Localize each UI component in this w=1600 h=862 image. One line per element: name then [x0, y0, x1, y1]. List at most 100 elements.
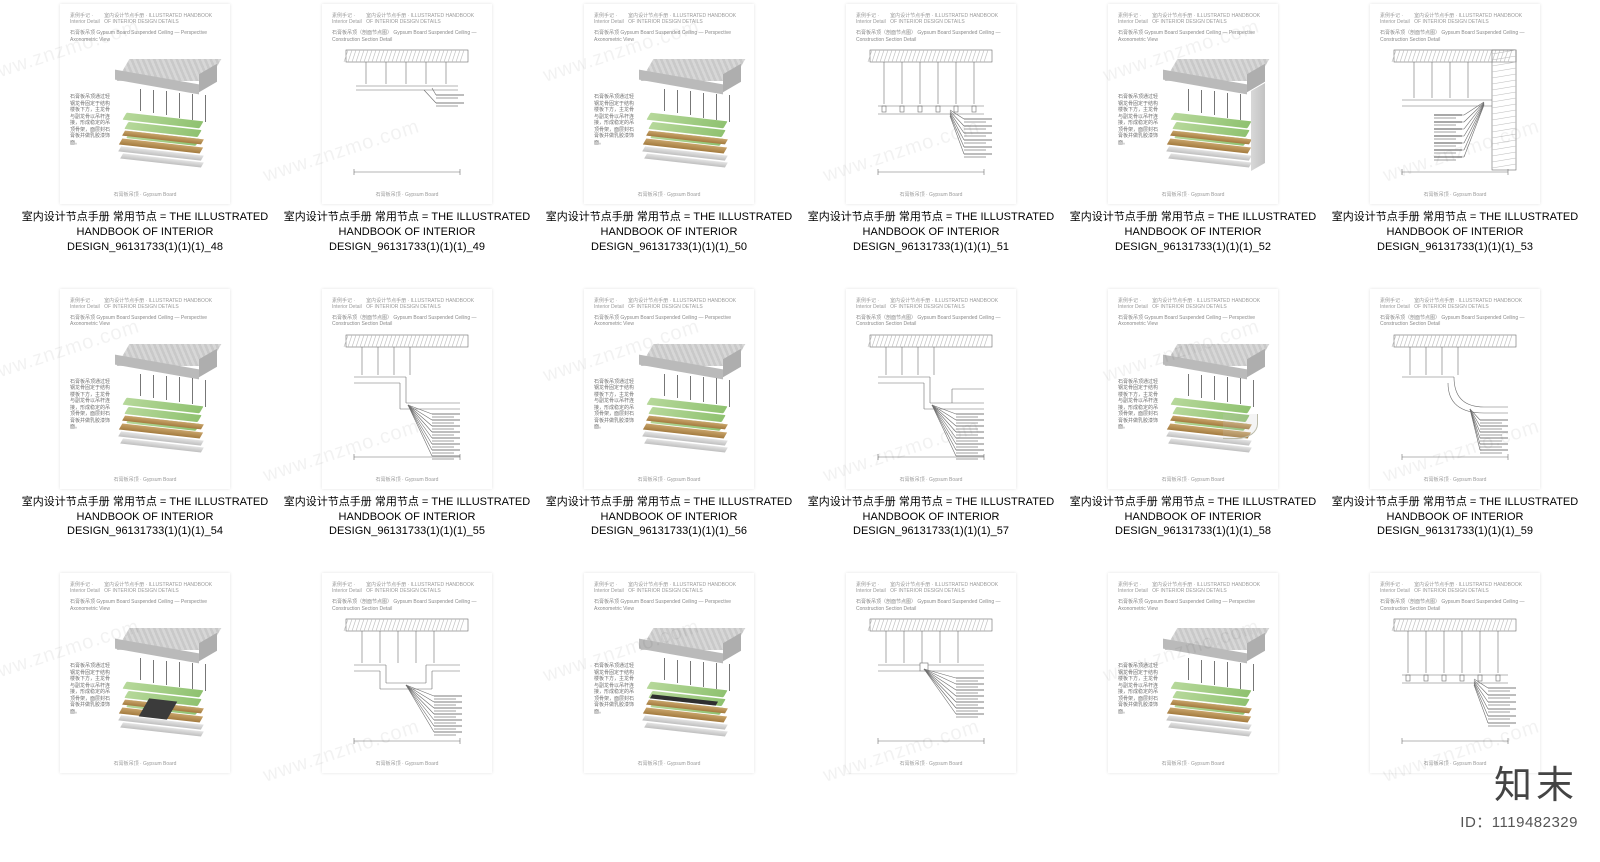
section-drawing [1384, 329, 1526, 469]
thumb-header: 素例手记 · Interior Detail室内设计节点手册 · ILLUSTR… [856, 12, 1006, 25]
thumbnail-cell[interactable]: 素例手记 · Interior Detail室内设计节点手册 · ILLUSTR… [544, 289, 794, 566]
thumb-footer: 石膏板吊顶 · Gypsum Board [1108, 191, 1278, 198]
thumb-header: 素例手记 · Interior Detail室内设计节点手册 · ILLUSTR… [594, 12, 744, 25]
thumb-subtitle: 石膏板吊顶 Gypsum Board Suspended Ceiling — P… [594, 30, 754, 43]
isometric-illustration [639, 344, 749, 464]
thumbnail-cell[interactable]: 素例手记 · Interior Detail室内设计节点手册 · ILLUSTR… [544, 573, 794, 850]
thumb-header: 素例手记 · Interior Detail室内设计节点手册 · ILLUSTR… [594, 581, 744, 594]
thumb-side-text: 石膏板吊顶通过轻钢龙骨固定于结构楼板下方，主龙骨与副龙骨以吊杆连接，形成稳定的吊… [70, 94, 112, 146]
page-thumbnail[interactable]: 素例手记 · Interior Detail室内设计节点手册 · ILLUSTR… [1370, 4, 1540, 204]
thumbnail-caption: 室内设计节点手册 常用节点 = THE ILLUSTRATED HANDBOOK… [1068, 210, 1318, 255]
thumb-subtitle: 石膏板吊顶 Gypsum Board Suspended Ceiling — P… [70, 599, 230, 612]
thumbnail-caption: 室内设计节点手册 常用节点 = THE ILLUSTRATED HANDBOOK… [282, 495, 532, 540]
thumb-header: 素例手记 · Interior Detail室内设计节点手册 · ILLUSTR… [70, 581, 220, 594]
page-thumbnail[interactable]: 素例手记 · Interior Detail室内设计节点手册 · ILLUSTR… [1108, 4, 1278, 204]
thumb-footer: 石膏板吊顶 · Gypsum Board [322, 760, 492, 767]
thumb-header: 素例手记 · Interior Detail室内设计节点手册 · ILLUSTR… [856, 297, 1006, 310]
thumbnail-caption: 室内设计节点手册 常用节点 = THE ILLUSTRATED HANDBOOK… [806, 495, 1056, 540]
thumbnail-cell[interactable]: 素例手记 · Interior Detail室内设计节点手册 · ILLUSTR… [282, 289, 532, 566]
thumb-header: 素例手记 · Interior Detail室内设计节点手册 · ILLUSTR… [1380, 297, 1530, 310]
thumb-subtitle: 石膏板吊顶 Gypsum Board Suspended Ceiling — P… [594, 599, 754, 612]
thumbnail-cell[interactable]: 素例手记 · Interior Detail室内设计节点手册 · ILLUSTR… [282, 4, 532, 281]
section-drawing [860, 613, 1002, 753]
thumb-header: 素例手记 · Interior Detail室内设计节点手册 · ILLUSTR… [332, 12, 482, 25]
thumb-subtitle: 石膏板吊顶（剖面节点图） Gypsum Board Suspended Ceil… [856, 599, 1016, 612]
section-drawing [336, 44, 478, 184]
thumbnail-cell[interactable]: 素例手记 · Interior Detail室内设计节点手册 · ILLUSTR… [20, 573, 270, 850]
thumb-header: 素例手记 · Interior Detail室内设计节点手册 · ILLUSTR… [332, 297, 482, 310]
thumb-header: 素例手记 · Interior Detail室内设计节点手册 · ILLUSTR… [332, 581, 482, 594]
thumb-side-text: 石膏板吊顶通过轻钢龙骨固定于结构楼板下方，主龙骨与副龙骨以吊杆连接，形成稳定的吊… [594, 94, 636, 146]
thumb-header: 素例手记 · Interior Detail室内设计节点手册 · ILLUSTR… [1380, 12, 1530, 25]
thumb-subtitle: 石膏板吊顶（剖面节点图） Gypsum Board Suspended Ceil… [1380, 599, 1540, 612]
isometric-illustration [115, 628, 225, 748]
thumbnail-cell[interactable]: 素例手记 · Interior Detail室内设计节点手册 · ILLUSTR… [1068, 4, 1318, 281]
thumb-subtitle: 石膏板吊顶（剖面节点图） Gypsum Board Suspended Ceil… [332, 30, 492, 43]
thumbnail-caption: 室内设计节点手册 常用节点 = THE ILLUSTRATED HANDBOOK… [20, 495, 270, 540]
thumb-footer: 石膏板吊顶 · Gypsum Board [584, 191, 754, 198]
page-thumbnail[interactable]: 素例手记 · Interior Detail室内设计节点手册 · ILLUSTR… [322, 4, 492, 204]
thumb-header: 素例手记 · Interior Detail室内设计节点手册 · ILLUSTR… [1118, 12, 1268, 25]
thumb-subtitle: 石膏板吊顶（剖面节点图） Gypsum Board Suspended Ceil… [332, 315, 492, 328]
page-thumbnail[interactable]: 素例手记 · Interior Detail室内设计节点手册 · ILLUSTR… [60, 573, 230, 773]
thumbnail-cell[interactable]: 素例手记 · Interior Detail室内设计节点手册 · ILLUSTR… [20, 4, 270, 281]
page-thumbnail[interactable]: 素例手记 · Interior Detail室内设计节点手册 · ILLUSTR… [60, 289, 230, 489]
thumb-footer: 石膏板吊顶 · Gypsum Board [1370, 476, 1540, 483]
thumbnail-cell[interactable]: 素例手记 · Interior Detail室内设计节点手册 · ILLUSTR… [20, 289, 270, 566]
thumb-footer: 石膏板吊顶 · Gypsum Board [1108, 760, 1278, 767]
thumbnail-caption: 室内设计节点手册 常用节点 = THE ILLUSTRATED HANDBOOK… [544, 210, 794, 255]
thumb-footer: 石膏板吊顶 · Gypsum Board [60, 191, 230, 198]
thumbnail-cell[interactable]: 素例手记 · Interior Detail室内设计节点手册 · ILLUSTR… [806, 4, 1056, 281]
thumbnail-cell[interactable]: 素例手记 · Interior Detail室内设计节点手册 · ILLUSTR… [1068, 573, 1318, 850]
thumb-footer: 石膏板吊顶 · Gypsum Board [1108, 476, 1278, 483]
page-thumbnail[interactable]: 素例手记 · Interior Detail室内设计节点手册 · ILLUSTR… [1370, 289, 1540, 489]
page-thumbnail[interactable]: 素例手记 · Interior Detail室内设计节点手册 · ILLUSTR… [846, 573, 1016, 773]
thumb-subtitle: 石膏板吊顶（剖面节点图） Gypsum Board Suspended Ceil… [856, 30, 1016, 43]
page-thumbnail[interactable]: 素例手记 · Interior Detail室内设计节点手册 · ILLUSTR… [322, 289, 492, 489]
isometric-illustration [1163, 344, 1273, 464]
page-thumbnail[interactable]: 素例手记 · Interior Detail室内设计节点手册 · ILLUSTR… [584, 573, 754, 773]
thumb-header: 素例手记 · Interior Detail室内设计节点手册 · ILLUSTR… [1118, 297, 1268, 310]
thumbnail-cell[interactable]: 素例手记 · Interior Detail室内设计节点手册 · ILLUSTR… [282, 573, 532, 850]
thumb-header: 素例手记 · Interior Detail室内设计节点手册 · ILLUSTR… [1118, 581, 1268, 594]
thumbnail-cell[interactable]: 素例手记 · Interior Detail室内设计节点手册 · ILLUSTR… [1068, 289, 1318, 566]
thumbnail-cell[interactable]: 素例手记 · Interior Detail室内设计节点手册 · ILLUSTR… [806, 573, 1056, 850]
page-thumbnail[interactable]: 素例手记 · Interior Detail室内设计节点手册 · ILLUSTR… [1370, 573, 1540, 773]
page-thumbnail[interactable]: 素例手记 · Interior Detail室内设计节点手册 · ILLUSTR… [584, 289, 754, 489]
thumb-footer: 石膏板吊顶 · Gypsum Board [846, 191, 1016, 198]
thumbnail-cell[interactable]: 素例手记 · Interior Detail室内设计节点手册 · ILLUSTR… [806, 289, 1056, 566]
section-drawing [860, 44, 1002, 184]
page-thumbnail[interactable]: 素例手记 · Interior Detail室内设计节点手册 · ILLUSTR… [846, 289, 1016, 489]
thumbnail-cell[interactable]: 素例手记 · Interior Detail室内设计节点手册 · ILLUSTR… [544, 4, 794, 281]
isometric-illustration [115, 59, 225, 179]
thumbnail-cell[interactable]: 素例手记 · Interior Detail室内设计节点手册 · ILLUSTR… [1330, 573, 1580, 850]
thumb-subtitle: 石膏板吊顶 Gypsum Board Suspended Ceiling — P… [70, 30, 230, 43]
thumb-side-text: 石膏板吊顶通过轻钢龙骨固定于结构楼板下方，主龙骨与副龙骨以吊杆连接，形成稳定的吊… [1118, 663, 1160, 715]
section-drawing [860, 329, 1002, 469]
thumbnail-cell[interactable]: 素例手记 · Interior Detail室内设计节点手册 · ILLUSTR… [1330, 4, 1580, 281]
thumb-subtitle: 石膏板吊顶（剖面节点图） Gypsum Board Suspended Ceil… [856, 315, 1016, 328]
thumbnail-cell[interactable]: 素例手记 · Interior Detail室内设计节点手册 · ILLUSTR… [1330, 289, 1580, 566]
thumb-subtitle: 石膏板吊顶 Gypsum Board Suspended Ceiling — P… [1118, 599, 1278, 612]
thumb-footer: 石膏板吊顶 · Gypsum Board [60, 760, 230, 767]
thumb-footer: 石膏板吊顶 · Gypsum Board [322, 191, 492, 198]
page-thumbnail[interactable]: 素例手记 · Interior Detail室内设计节点手册 · ILLUSTR… [60, 4, 230, 204]
page-thumbnail[interactable]: 素例手记 · Interior Detail室内设计节点手册 · ILLUSTR… [1108, 573, 1278, 773]
section-drawing [336, 329, 478, 469]
thumb-subtitle: 石膏板吊顶 Gypsum Board Suspended Ceiling — P… [70, 315, 230, 328]
thumbnail-caption: 室内设计节点手册 常用节点 = THE ILLUSTRATED HANDBOOK… [1330, 210, 1580, 255]
page-thumbnail[interactable]: 素例手记 · Interior Detail室内设计节点手册 · ILLUSTR… [846, 4, 1016, 204]
page-thumbnail[interactable]: 素例手记 · Interior Detail室内设计节点手册 · ILLUSTR… [322, 573, 492, 773]
thumb-side-text: 石膏板吊顶通过轻钢龙骨固定于结构楼板下方，主龙骨与副龙骨以吊杆连接，形成稳定的吊… [1118, 379, 1160, 431]
section-drawing [1384, 44, 1526, 184]
thumb-subtitle: 石膏板吊顶 Gypsum Board Suspended Ceiling — P… [1118, 315, 1278, 328]
isometric-illustration [639, 628, 749, 748]
thumb-footer: 石膏板吊顶 · Gypsum Board [322, 476, 492, 483]
page-thumbnail[interactable]: 素例手记 · Interior Detail室内设计节点手册 · ILLUSTR… [1108, 289, 1278, 489]
thumbnail-caption: 室内设计节点手册 常用节点 = THE ILLUSTRATED HANDBOOK… [544, 495, 794, 540]
thumb-side-text: 石膏板吊顶通过轻钢龙骨固定于结构楼板下方，主龙骨与副龙骨以吊杆连接，形成稳定的吊… [594, 663, 636, 715]
isometric-illustration [1163, 59, 1273, 179]
thumb-footer: 石膏板吊顶 · Gypsum Board [1370, 760, 1540, 767]
thumb-subtitle: 石膏板吊顶（剖面节点图） Gypsum Board Suspended Ceil… [332, 599, 492, 612]
page-thumbnail[interactable]: 素例手记 · Interior Detail室内设计节点手册 · ILLUSTR… [584, 4, 754, 204]
